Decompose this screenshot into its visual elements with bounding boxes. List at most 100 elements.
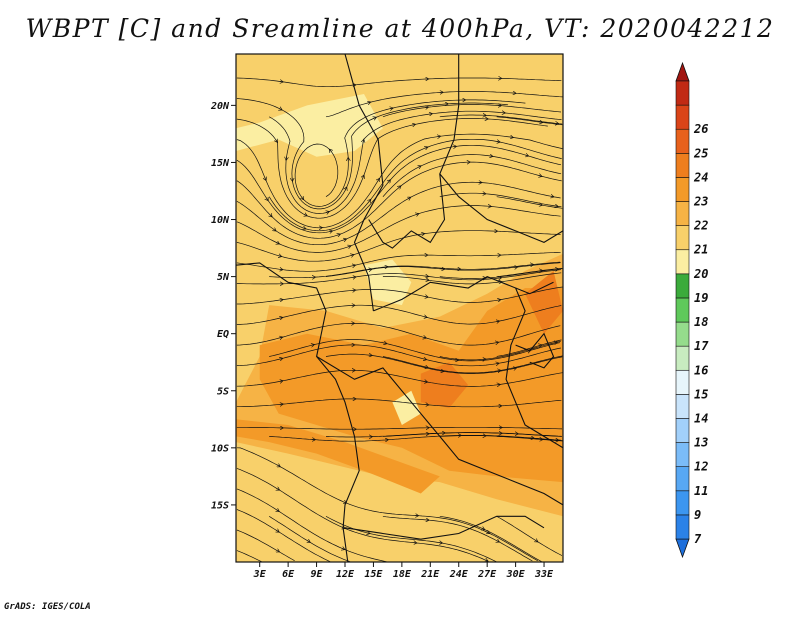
colorbar-label: 14: [694, 412, 708, 426]
wbpt-region: [259, 288, 563, 483]
y-tick-label: 10N: [211, 215, 230, 226]
streamline: [236, 181, 561, 246]
wbpt-region: [525, 270, 563, 334]
streamline-arrow: [304, 215, 307, 216]
streamline-arrow: [277, 488, 280, 490]
colorbar-box: [675, 297, 690, 323]
x-tick-label: 30E: [506, 569, 526, 580]
streamlines: [236, 77, 563, 562]
streamline-arrow: [280, 358, 283, 359]
streamline: [236, 251, 561, 272]
colorbar-label: 26: [693, 122, 708, 136]
country-boundary: [236, 262, 360, 562]
streamline-arrow: [425, 147, 428, 148]
country-boundary: [515, 332, 555, 369]
streamline-arrow: [539, 176, 542, 177]
streamline: [496, 116, 563, 126]
streamline-arrow: [276, 530, 279, 532]
streamline: [269, 261, 561, 279]
y-tick-label: 15N: [211, 158, 230, 169]
y-tick-label: 20N: [210, 101, 230, 112]
streamline: [236, 369, 563, 387]
streamline-arrow: [280, 381, 283, 382]
streamline-arrow: [496, 342, 499, 343]
streamline: [236, 77, 562, 88]
colorbar-label: 12: [694, 460, 708, 474]
streamline: [236, 286, 563, 305]
country-boundary: [515, 281, 554, 295]
country-boundary: [439, 54, 563, 244]
streamline-arrow: [369, 269, 372, 270]
streamline: [236, 322, 561, 346]
colorbar-label: 24: [693, 170, 708, 184]
streamline-arrow: [425, 367, 428, 368]
colorbar-box: [675, 273, 690, 299]
streamline-arrow: [426, 280, 429, 281]
streamline: [496, 196, 563, 209]
colorbar-box: [675, 225, 690, 251]
streamline-arrow: [273, 229, 276, 231]
colorbar-box: [675, 249, 690, 275]
wbpt-region: [392, 390, 421, 425]
streamline: [269, 110, 562, 214]
streamline-arrow: [425, 107, 428, 108]
streamline: [236, 118, 548, 219]
x-tick-label: 18E: [393, 569, 412, 580]
streamline-arrow: [373, 117, 376, 118]
streamline-arrow: [277, 550, 280, 552]
colorbar-label: 11: [694, 484, 708, 498]
streamline-arrow: [497, 142, 500, 143]
streamline-arrow: [329, 149, 331, 152]
streamline-arrow: [277, 465, 280, 467]
x-tick-label: 27E: [477, 569, 497, 580]
streamline-arrow: [437, 136, 440, 137]
streamline-arrow: [277, 243, 280, 245]
x-tick-label: 21E: [420, 569, 440, 580]
streamline-arrow: [345, 187, 347, 191]
plot-frame: [235, 53, 564, 563]
colorbar-label: 25: [693, 146, 708, 160]
streamline: [382, 104, 562, 118]
streamline-arrow: [276, 139, 278, 142]
streamline-arrow: [326, 212, 329, 213]
x-tick-label: 15E: [364, 569, 383, 580]
colorbar-box: [675, 177, 690, 202]
streamline: [496, 267, 563, 277]
streamline-arrow: [307, 541, 310, 543]
streamline: [236, 144, 562, 234]
streamline-arrow: [485, 560, 488, 561]
plot-area: [236, 54, 563, 562]
streamline: [236, 161, 562, 239]
y-tick-label: 5N: [217, 272, 230, 283]
colorbar-label: 19: [694, 291, 708, 305]
streamline-arrow: [425, 297, 428, 298]
streamline-arrow: [482, 528, 485, 529]
streamline-arrow: [303, 228, 306, 229]
streamline-arrow: [424, 382, 427, 383]
colorbar-label: 9: [694, 508, 701, 522]
streamline: [269, 339, 560, 362]
wbpt-field: [236, 94, 563, 562]
colorbar-box: [675, 80, 690, 106]
colorbar-box: [675, 442, 690, 467]
colorbar-label: 7: [694, 532, 702, 546]
chart-title: WBPT [C] and Sreamline at 400hPa, VT: 20…: [25, 14, 775, 43]
streamline: [236, 344, 561, 367]
colorbar-label: 22: [693, 219, 708, 233]
streamline-arrow: [311, 345, 314, 346]
streamline-arrow: [337, 234, 340, 235]
colorbar-over-arrow: [675, 61, 690, 82]
streamline-arrow: [363, 139, 364, 144]
colorbar-box: [675, 369, 690, 395]
streamline-arrow: [342, 548, 345, 549]
streamline-arrow: [416, 214, 419, 215]
colorbar-box: [675, 490, 690, 516]
colorbar-label: 13: [694, 436, 708, 450]
colorbar-label: 17: [694, 339, 709, 353]
x-tick-label: 12E: [336, 569, 355, 580]
streamline-arrow: [540, 122, 543, 123]
streamline-arrow: [266, 198, 268, 201]
streamline: [382, 272, 562, 285]
streamline: [236, 230, 561, 262]
streamline-arrow: [344, 239, 347, 240]
